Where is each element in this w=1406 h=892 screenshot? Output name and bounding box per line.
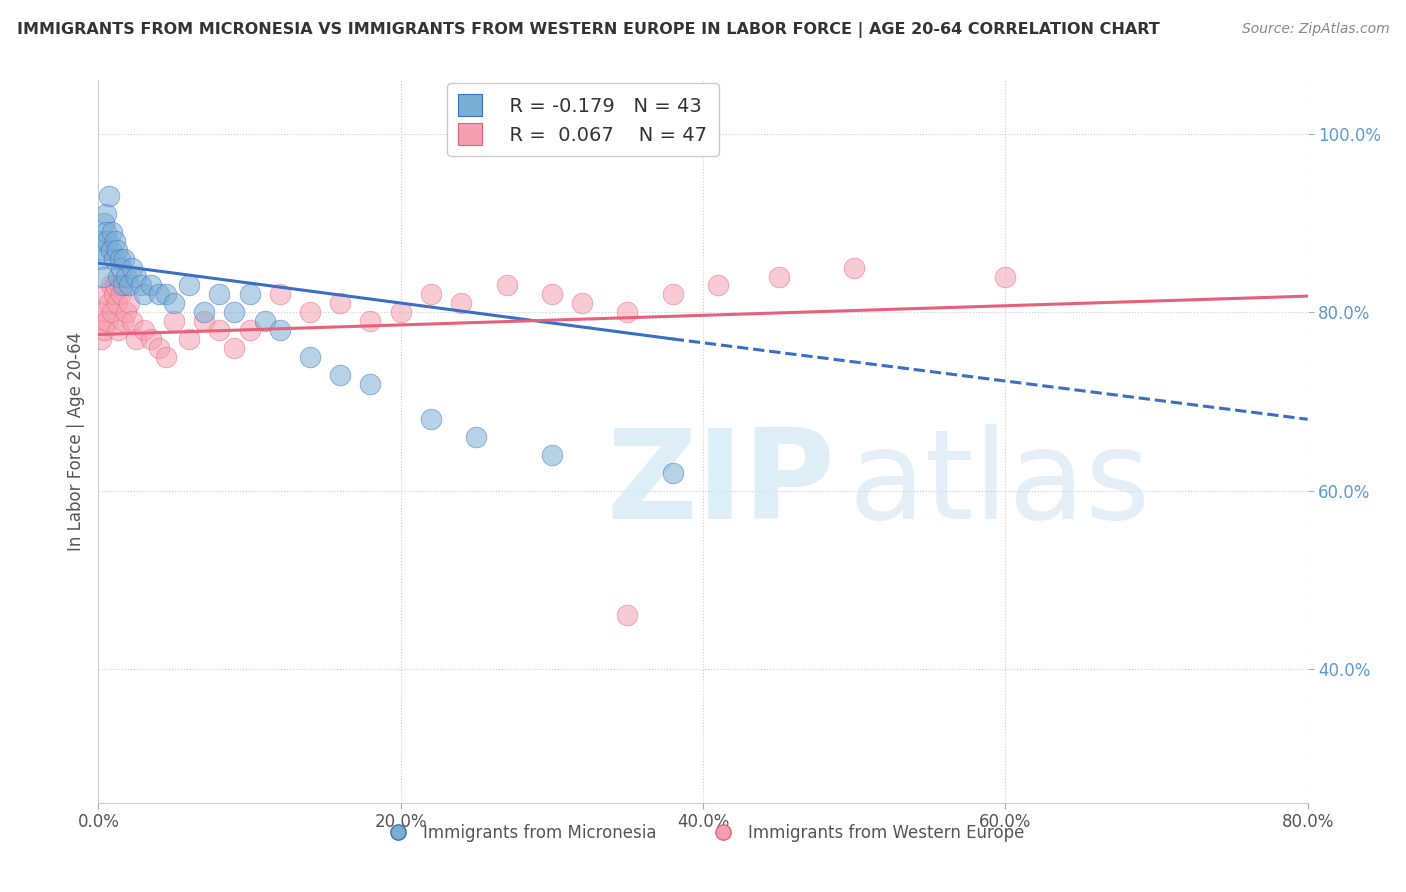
Point xyxy=(89,234,111,248)
Point xyxy=(208,323,231,337)
Point xyxy=(707,278,730,293)
Point xyxy=(571,296,593,310)
Point xyxy=(844,260,866,275)
Point xyxy=(141,332,163,346)
Point xyxy=(100,278,122,293)
Point xyxy=(112,252,135,266)
Point xyxy=(121,314,143,328)
Point xyxy=(114,305,136,319)
Point xyxy=(110,260,132,275)
Point xyxy=(107,269,129,284)
Point xyxy=(420,287,443,301)
Point xyxy=(107,323,129,337)
Point xyxy=(239,287,262,301)
Point xyxy=(108,252,131,266)
Point xyxy=(98,296,121,310)
Point xyxy=(253,314,276,328)
Point xyxy=(104,278,127,293)
Point xyxy=(111,314,134,328)
Point xyxy=(224,305,246,319)
Point xyxy=(118,278,141,293)
Point xyxy=(329,368,352,382)
Point xyxy=(110,287,132,301)
Point xyxy=(661,287,683,301)
Point xyxy=(616,305,638,319)
Point xyxy=(540,287,562,301)
Point xyxy=(125,332,148,346)
Point xyxy=(239,323,262,337)
Point xyxy=(91,269,114,284)
Point xyxy=(93,216,115,230)
Point xyxy=(540,448,562,462)
Point xyxy=(125,269,148,284)
Point xyxy=(299,350,322,364)
Point xyxy=(94,225,117,239)
Point xyxy=(91,305,114,319)
Point xyxy=(91,243,114,257)
Point xyxy=(269,287,291,301)
Point xyxy=(155,350,177,364)
Point xyxy=(114,269,136,284)
Point xyxy=(96,234,118,248)
Point xyxy=(360,314,382,328)
Point xyxy=(94,207,117,221)
Point xyxy=(93,323,115,337)
Point xyxy=(111,278,134,293)
Point xyxy=(121,260,143,275)
Point xyxy=(193,314,215,328)
Point xyxy=(179,332,201,346)
Point xyxy=(103,287,125,301)
Point xyxy=(101,225,124,239)
Point xyxy=(90,332,112,346)
Point xyxy=(148,287,170,301)
Point xyxy=(661,466,683,480)
Point xyxy=(148,341,170,355)
Point xyxy=(299,305,322,319)
Point xyxy=(163,314,186,328)
Point xyxy=(768,269,790,284)
Point xyxy=(994,269,1017,284)
Point xyxy=(132,323,155,337)
Point xyxy=(104,234,127,248)
Point xyxy=(132,287,155,301)
Text: Source: ZipAtlas.com: Source: ZipAtlas.com xyxy=(1241,22,1389,37)
Point xyxy=(105,243,128,257)
Point xyxy=(495,278,517,293)
Point xyxy=(224,341,246,355)
Point xyxy=(179,278,201,293)
Point xyxy=(389,305,412,319)
Point xyxy=(90,252,112,266)
Point xyxy=(129,278,152,293)
Text: IMMIGRANTS FROM MICRONESIA VS IMMIGRANTS FROM WESTERN EUROPE IN LABOR FORCE | AG: IMMIGRANTS FROM MICRONESIA VS IMMIGRANTS… xyxy=(17,22,1160,38)
Point xyxy=(105,296,128,310)
Point xyxy=(108,278,131,293)
Y-axis label: In Labor Force | Age 20-64: In Labor Force | Age 20-64 xyxy=(66,332,84,551)
Legend: Immigrants from Micronesia, Immigrants from Western Europe: Immigrants from Micronesia, Immigrants f… xyxy=(375,817,1031,848)
Point xyxy=(101,305,124,319)
Point xyxy=(360,376,382,391)
Point xyxy=(329,296,352,310)
Point xyxy=(193,305,215,319)
Text: atlas: atlas xyxy=(848,425,1150,545)
Point xyxy=(118,296,141,310)
Point xyxy=(155,287,177,301)
Point xyxy=(100,243,122,257)
Point xyxy=(94,287,117,301)
Point xyxy=(163,296,186,310)
Point xyxy=(208,287,231,301)
Point xyxy=(420,412,443,426)
Text: ZIP: ZIP xyxy=(606,425,835,545)
Point xyxy=(96,314,118,328)
Point xyxy=(450,296,472,310)
Point xyxy=(103,252,125,266)
Point xyxy=(465,430,488,444)
Point xyxy=(269,323,291,337)
Point xyxy=(141,278,163,293)
Point xyxy=(98,189,121,203)
Point xyxy=(616,608,638,623)
Point xyxy=(89,314,111,328)
